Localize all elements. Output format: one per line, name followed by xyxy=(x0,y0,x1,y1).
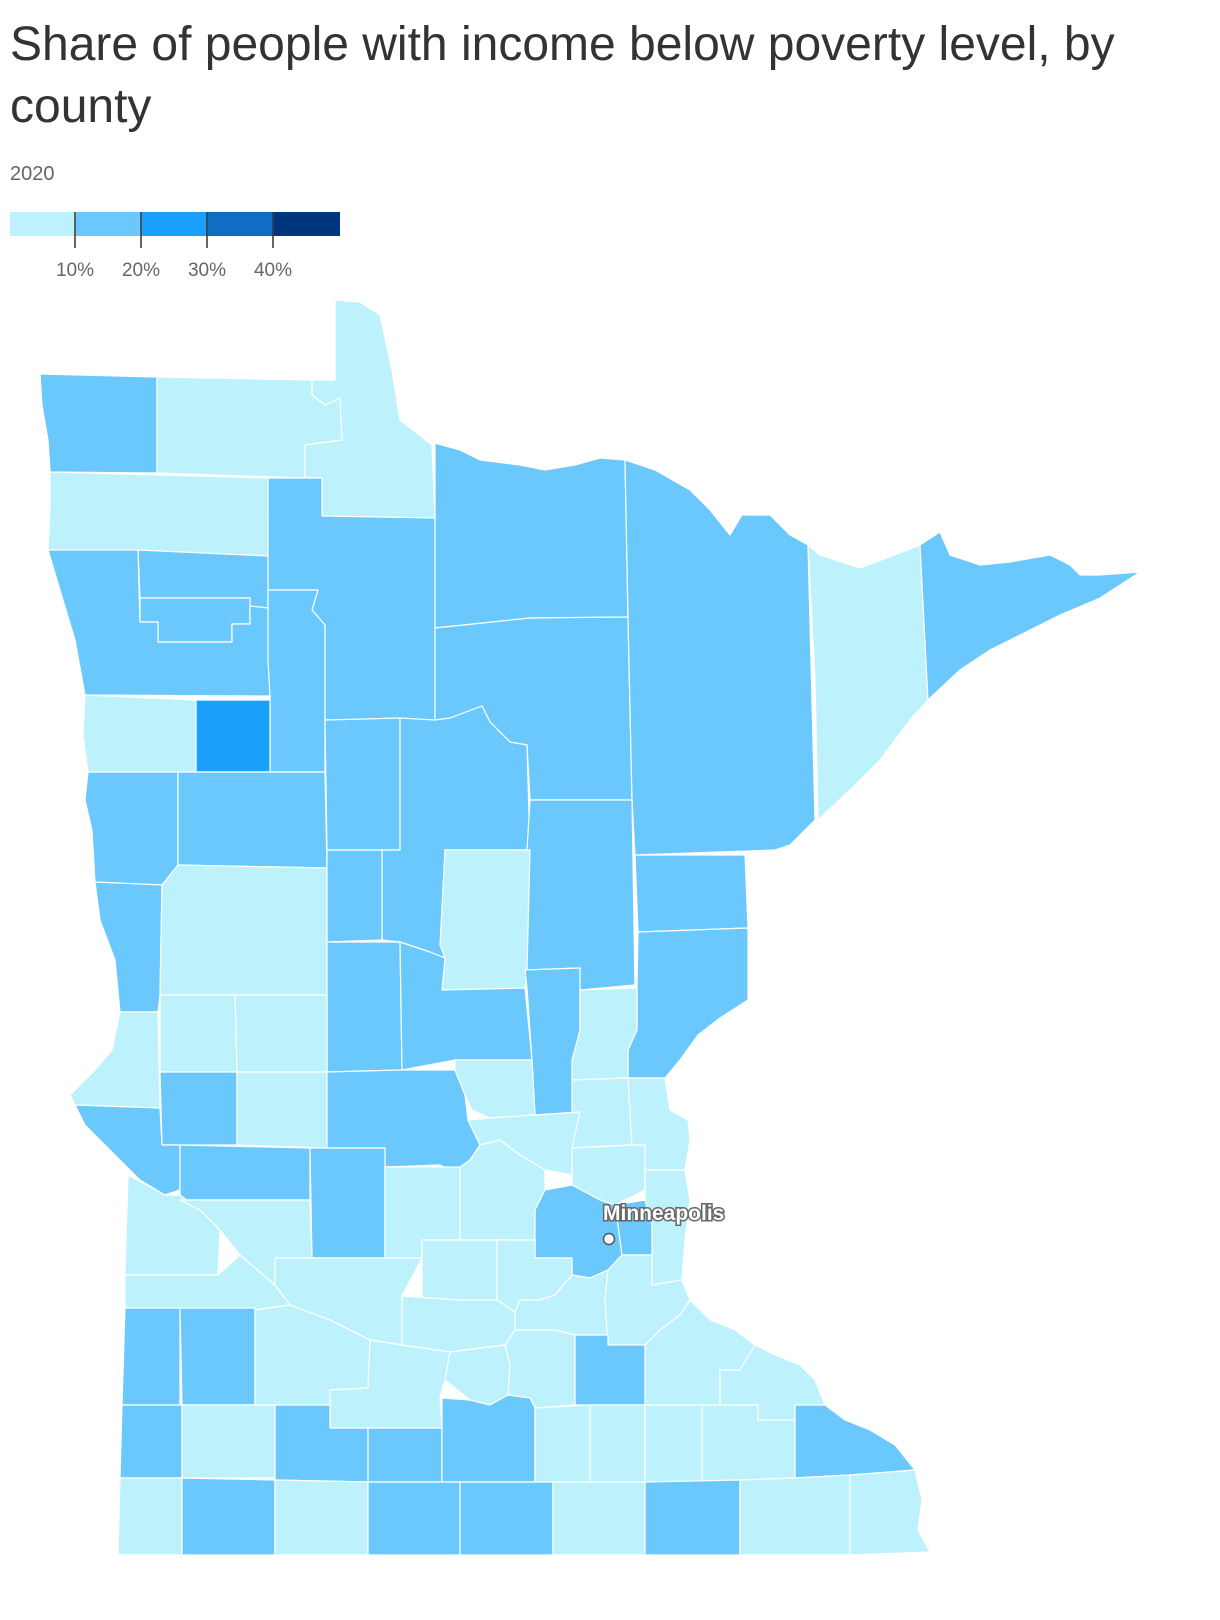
color-legend: 10% 20% 30% 40% xyxy=(10,212,340,292)
county-watonwan[interactable] xyxy=(367,1427,443,1483)
minneapolis-label: Minneapolis xyxy=(603,1202,724,1225)
county-mower[interactable] xyxy=(644,1479,741,1556)
county-freeborn[interactable] xyxy=(552,1481,646,1556)
county-nobles[interactable] xyxy=(181,1477,276,1556)
county-clay[interactable] xyxy=(84,771,179,886)
county-pine[interactable] xyxy=(627,927,749,1079)
county-hubbard[interactable] xyxy=(324,717,401,851)
chart-subtitle: 2020 xyxy=(10,163,55,185)
county-morrison[interactable] xyxy=(399,941,533,1071)
chart-title: Share of people with income below povert… xyxy=(10,18,1115,133)
county-dodge[interactable] xyxy=(644,1404,703,1483)
county-st-louis[interactable] xyxy=(624,459,816,856)
county-faribault[interactable] xyxy=(459,1481,554,1556)
county-swift[interactable] xyxy=(179,1144,311,1201)
county-aitkin[interactable] xyxy=(524,799,636,991)
county-steele[interactable] xyxy=(589,1404,646,1483)
county-mahnomen[interactable] xyxy=(195,699,271,773)
county-traverse[interactable] xyxy=(69,1011,161,1109)
county-becker[interactable] xyxy=(177,771,328,869)
minneapolis-point xyxy=(602,1232,616,1246)
legend-tick-label-1: 10% xyxy=(55,260,95,281)
county-douglas[interactable] xyxy=(234,994,328,1073)
county-winona[interactable] xyxy=(794,1404,916,1479)
legend-bin-1 xyxy=(10,212,76,236)
county-isanti[interactable] xyxy=(571,1077,633,1149)
county-crow-wing[interactable] xyxy=(439,849,531,991)
county-nicollet[interactable] xyxy=(444,1344,511,1406)
county-sibley[interactable] xyxy=(401,1295,516,1353)
county-kittson[interactable] xyxy=(39,373,158,474)
county-norman[interactable] xyxy=(82,694,197,773)
county-rock[interactable] xyxy=(117,1477,183,1556)
county-pipestone[interactable] xyxy=(119,1404,183,1479)
county-benton[interactable] xyxy=(454,1059,536,1119)
county-jackson[interactable] xyxy=(274,1479,369,1556)
county-pope[interactable] xyxy=(236,1071,328,1149)
legend-bar xyxy=(10,212,340,248)
legend-tick-label-4: 40% xyxy=(253,260,293,281)
legend-bin-3 xyxy=(142,212,208,236)
legend-tick-label-3: 30% xyxy=(187,260,227,281)
county-todd[interactable] xyxy=(326,941,403,1073)
legend-bin-5 xyxy=(274,212,340,236)
county-kanabec[interactable] xyxy=(571,987,638,1081)
city-marker: Minneapolis xyxy=(602,1201,726,1246)
county-wadena[interactable] xyxy=(326,849,383,943)
county-lyon[interactable] xyxy=(179,1307,256,1406)
county-carlton[interactable] xyxy=(634,854,749,933)
county-lake[interactable] xyxy=(807,544,929,821)
county-otter-tail[interactable] xyxy=(159,864,328,996)
county-clearwater[interactable] xyxy=(267,589,326,773)
legend-tick-label-2: 20% xyxy=(121,260,161,281)
county-map: Minneapolis xyxy=(39,299,1141,1556)
county-polk[interactable] xyxy=(47,549,271,697)
county-marshall[interactable] xyxy=(47,471,269,557)
county-kandiyohi[interactable] xyxy=(309,1147,386,1259)
county-murray[interactable] xyxy=(181,1404,276,1479)
county-stevens[interactable] xyxy=(159,1071,238,1146)
county-rice[interactable] xyxy=(574,1334,646,1406)
county-cook[interactable] xyxy=(919,531,1141,701)
legend-bin-2 xyxy=(76,212,142,236)
legend-bin-4 xyxy=(208,212,274,236)
county-martin[interactable] xyxy=(367,1481,461,1556)
county-blue-earth[interactable] xyxy=(441,1394,536,1483)
county-lincoln[interactable] xyxy=(121,1307,181,1406)
county-grant[interactable] xyxy=(159,994,238,1073)
county-houston[interactable] xyxy=(849,1469,931,1556)
county-fillmore[interactable] xyxy=(739,1474,851,1556)
county-wilkin[interactable] xyxy=(94,881,163,1013)
county-koochiching[interactable] xyxy=(434,442,629,629)
county-brown[interactable] xyxy=(329,1339,451,1429)
county-waseca[interactable] xyxy=(534,1404,591,1483)
